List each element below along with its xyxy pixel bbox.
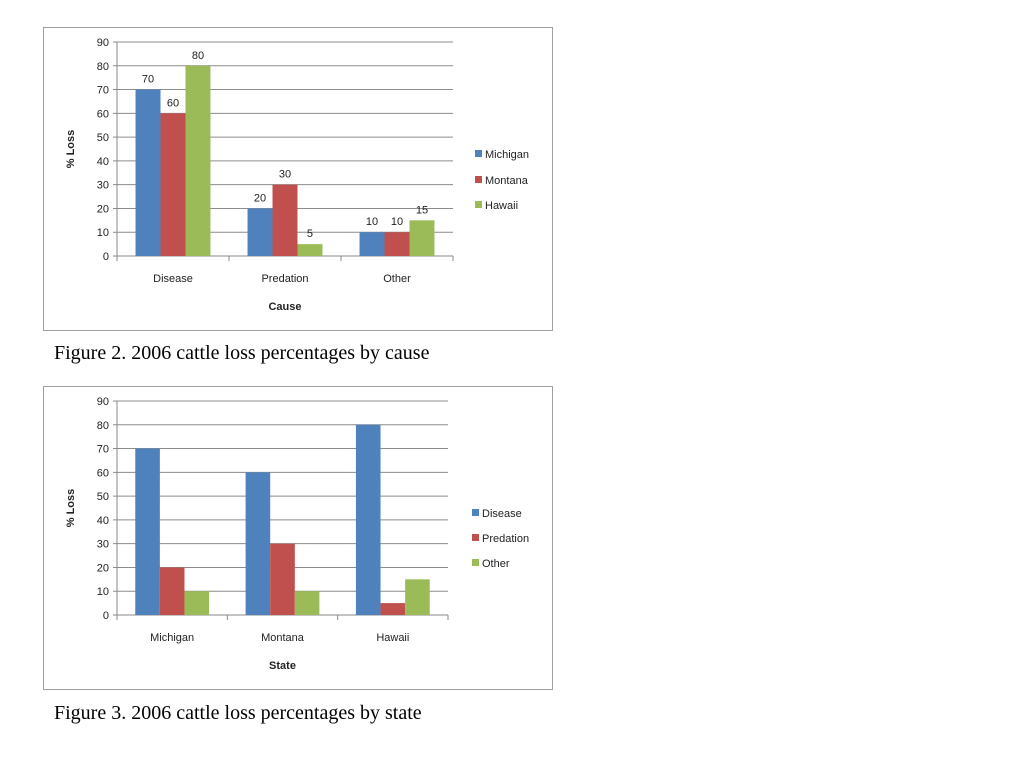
data-label: 60 (167, 97, 179, 109)
y-tick-label: 80 (97, 61, 109, 73)
y-tick-label: 30 (97, 539, 109, 551)
x-axis-title: State (269, 660, 296, 672)
bar-michigan-disease (135, 89, 161, 256)
bar-other-michigan (184, 591, 210, 615)
bar-hawaii-other (409, 220, 435, 256)
x-tick-label: Other (383, 273, 411, 285)
x-tick-label: Disease (153, 273, 193, 285)
y-tick-label: 70 (97, 444, 109, 456)
y-tick-label: 10 (97, 227, 109, 239)
legend-swatch-montana (475, 176, 482, 183)
bar-disease-hawaii (355, 424, 381, 615)
legend-swatch-disease (472, 509, 479, 516)
data-label: 70 (142, 74, 154, 86)
x-tick-label: Hawaii (376, 632, 409, 644)
y-tick-label: 50 (97, 132, 109, 144)
figure-2-caption: Figure 2. 2006 cattle loss percentages b… (54, 342, 430, 364)
y-tick-label: 0 (103, 610, 109, 622)
x-axis-title: Cause (268, 301, 301, 313)
bar-predation-michigan (159, 567, 185, 615)
bar-michigan-predation (247, 208, 273, 256)
bar-michigan-other (359, 232, 385, 256)
bar-montana-disease (160, 113, 186, 256)
chart-loss-by-cause: 0 10 20 30 40 50 60 70 80 90 Disease 70 60 80 Predatio… (43, 27, 553, 331)
y-tick-label: 90 (97, 37, 109, 49)
y-tick-label: 20 (97, 203, 109, 215)
y-tick-label: 50 (97, 491, 109, 503)
x-tick-label: Michigan (150, 632, 194, 644)
data-label: 20 (254, 192, 266, 204)
y-tick-label: 70 (97, 85, 109, 97)
legend-swatch-michigan (475, 150, 482, 157)
x-tick-label: Predation (261, 273, 308, 285)
data-label: 80 (192, 50, 204, 62)
bar-other-hawaii (405, 579, 430, 615)
chart-svg: 0 10 20 30 40 50 60 70 80 90 Disease 70 60 80 Predatio… (65, 37, 529, 313)
y-tick-label: 10 (97, 586, 109, 598)
chart-svg: 0 10 20 30 40 50 60 70 80 90 Michigan Montana Hawaii… (65, 396, 529, 672)
bar-disease-michigan (135, 448, 160, 615)
data-label: 5 (307, 228, 313, 240)
legend-label-michigan: Michigan (485, 149, 529, 161)
bar-hawaii-predation (297, 244, 323, 256)
bar-disease-montana (245, 472, 271, 615)
y-tick-label: 60 (97, 108, 109, 120)
y-tick-label: 20 (97, 562, 109, 574)
y-tick-label: 40 (97, 156, 109, 168)
data-label: 10 (366, 216, 378, 228)
y-tick-label: 80 (97, 420, 109, 432)
y-tick-label: 30 (97, 180, 109, 192)
chart-loss-by-state: 0 10 20 30 40 50 60 70 80 90 Michigan Montana Hawaii… (43, 386, 553, 690)
bar-other-montana (294, 591, 320, 615)
y-axis-title: % Loss (65, 130, 77, 169)
bar-predation-montana (270, 543, 295, 615)
legend-label-montana: Montana (485, 175, 529, 187)
y-tick-label: 90 (97, 396, 109, 408)
bar-predation-hawaii (380, 603, 406, 615)
y-tick-label: 0 (103, 251, 109, 263)
y-tick-label: 60 (97, 467, 109, 479)
legend-label-predation: Predation (482, 533, 529, 545)
bar-montana-other (384, 232, 410, 256)
data-label: 10 (391, 216, 403, 228)
legend-swatch-predation (472, 534, 479, 541)
data-label: 30 (279, 169, 291, 181)
legend-label-hawaii: Hawaii (485, 200, 518, 212)
bar-hawaii-disease (185, 65, 211, 257)
y-tick-label: 40 (97, 515, 109, 527)
legend-swatch-other (472, 559, 479, 566)
legend-swatch-hawaii (475, 201, 482, 208)
x-tick-label: Montana (261, 632, 305, 644)
y-axis-title: % Loss (65, 489, 77, 528)
data-label: 15 (416, 204, 428, 216)
figure-3-caption: Figure 3. 2006 cattle loss percentages b… (54, 702, 422, 724)
legend-label-disease: Disease (482, 508, 522, 520)
legend-label-other: Other (482, 558, 510, 570)
bar-montana-predation (272, 184, 298, 256)
